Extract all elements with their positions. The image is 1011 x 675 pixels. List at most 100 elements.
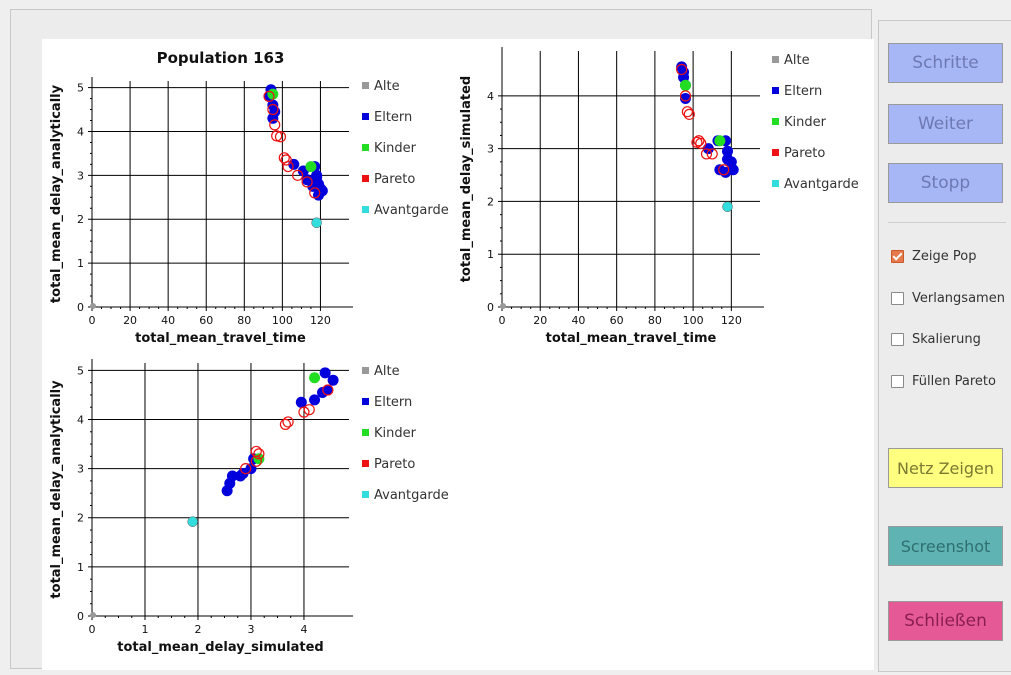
- checkbox-box[interactable]: [891, 374, 904, 388]
- pareto-point: [280, 154, 292, 166]
- pareto-point: [269, 119, 281, 131]
- y-tick-label: 0: [77, 610, 84, 623]
- pareto-point: [253, 448, 265, 460]
- pareto-point: [693, 135, 705, 147]
- x-tick-label: 60: [610, 314, 624, 327]
- y-axis-label: total_mean_delay_analytically: [49, 84, 64, 303]
- pareto-point: [322, 384, 334, 396]
- pareto-point: [691, 136, 703, 148]
- x-tick-label: 0: [89, 314, 96, 327]
- verlangsamen-checkbox[interactable]: Verlangsamen: [891, 288, 1005, 308]
- schliessen-button[interactable]: Schließen: [888, 601, 1003, 641]
- y-tick-label: 2: [77, 512, 84, 525]
- legend-label: Kinder: [784, 115, 827, 130]
- alte-point: [90, 612, 96, 618]
- eltern-point: [722, 145, 734, 157]
- checkbox-box[interactable]: [891, 332, 904, 346]
- y-tick-label: 3: [487, 143, 494, 156]
- checkbox-label: Zeige Pop: [912, 248, 977, 264]
- screenshot-button[interactable]: Screenshot: [888, 526, 1003, 566]
- checkbox-label: Füllen Pareto: [912, 373, 996, 389]
- eltern-point: [317, 386, 329, 398]
- y-tick-label: 4: [487, 90, 494, 103]
- chart-title: Population 163: [157, 49, 285, 67]
- legend-label: Eltern: [374, 110, 412, 125]
- fuellen-pareto-checkbox[interactable]: Füllen Pareto: [891, 371, 996, 391]
- checkbox-box[interactable]: [891, 291, 904, 305]
- x-tick-label: 40: [161, 314, 175, 327]
- kinder-point: [305, 161, 317, 173]
- eltern-point: [267, 112, 279, 124]
- pareto-point: [263, 90, 275, 102]
- legend-label: Alte: [784, 53, 810, 68]
- x-tick-label: 60: [199, 314, 213, 327]
- y-tick-label: 3: [77, 169, 84, 182]
- pareto-point: [267, 103, 279, 116]
- legend-label: Pareto: [374, 172, 415, 187]
- alte-point: [90, 303, 96, 309]
- x-tick-label: 20: [123, 314, 137, 327]
- netz-zeigen-button[interactable]: Netz Zeigen: [888, 448, 1003, 488]
- legend-label: Pareto: [784, 146, 825, 161]
- x-tick-label: 4: [300, 623, 307, 636]
- x-tick-label: 20: [533, 314, 547, 327]
- kinder-point: [679, 79, 691, 91]
- pareto-point: [681, 106, 693, 118]
- stopp-button[interactable]: Stopp: [888, 163, 1003, 203]
- legend-swatch: [362, 175, 369, 182]
- control-panel: Schritte Weiter Stopp Zeige Pop Verlangs…: [878, 20, 1011, 672]
- checkbox-label: Verlangsamen: [912, 290, 1005, 306]
- legend-swatch: [362, 491, 369, 498]
- legend-label: Avantgarde: [374, 488, 449, 503]
- legend-swatch: [362, 206, 369, 213]
- eltern-point: [226, 470, 238, 482]
- kinder-point: [309, 372, 321, 384]
- eltern-point: [327, 374, 339, 386]
- y-tick-label: 2: [77, 213, 84, 226]
- zeige-pop-checkbox[interactable]: Zeige Pop: [891, 246, 976, 266]
- eltern-point: [309, 394, 321, 406]
- weiter-button[interactable]: Weiter: [888, 104, 1003, 144]
- y-tick-label: 4: [77, 413, 84, 426]
- alte-point: [500, 303, 506, 309]
- pareto-point: [240, 463, 252, 475]
- y-tick-label: 3: [77, 463, 84, 476]
- eltern-point: [714, 164, 726, 176]
- pareto-point: [298, 406, 310, 418]
- pareto-point: [271, 130, 283, 142]
- x-tick-label: 0: [89, 623, 96, 636]
- x-tick-label: 120: [310, 314, 331, 327]
- eltern-point: [295, 396, 307, 408]
- pareto-point: [274, 131, 287, 143]
- plots-canvas: 0 20 40 60 80 100 120012345total_mean_travel_t…: [49, 47, 859, 655]
- y-tick-label: 5: [77, 364, 84, 377]
- schritte-button[interactable]: Schritte: [888, 43, 1003, 83]
- skalierung-checkbox[interactable]: Skalierung: [891, 329, 981, 349]
- avantgarde-point: [187, 516, 198, 527]
- y-tick-label: 2: [487, 195, 494, 208]
- x-axis-label: total_mean_delay_simulated: [117, 640, 323, 655]
- pareto-point: [683, 108, 695, 120]
- legend-swatch: [362, 113, 369, 120]
- checkbox-box[interactable]: [891, 249, 904, 263]
- pareto-point: [706, 148, 718, 160]
- legend-swatch: [362, 429, 369, 436]
- pareto-point: [279, 418, 292, 431]
- x-tick-label: 80: [648, 314, 662, 327]
- kinder-point: [714, 135, 726, 147]
- y-axis-label: total_mean_delay_simulated: [459, 76, 474, 282]
- y-tick-label: 1: [487, 248, 494, 261]
- pareto-point: [278, 152, 290, 164]
- checkbox-label: Skalierung: [912, 331, 981, 347]
- pareto-point: [309, 187, 321, 199]
- pareto-point: [303, 404, 315, 416]
- legend-swatch: [362, 367, 369, 374]
- legend-swatch: [362, 460, 369, 467]
- legend-label: Eltern: [784, 84, 822, 99]
- x-tick-label: 1: [141, 623, 148, 636]
- legend-label: Avantgarde: [784, 177, 859, 192]
- plot-area: 0 20 40 60 80 100 120 0 1 2 3 4 5 total_mean_travel_t…: [42, 39, 874, 670]
- pareto-point: [292, 169, 304, 181]
- legend-swatch: [772, 56, 779, 63]
- plot-frame: 0 20 40 60 80 100 120 0 1 2 3 4 5 total_mean_travel_t…: [10, 9, 874, 670]
